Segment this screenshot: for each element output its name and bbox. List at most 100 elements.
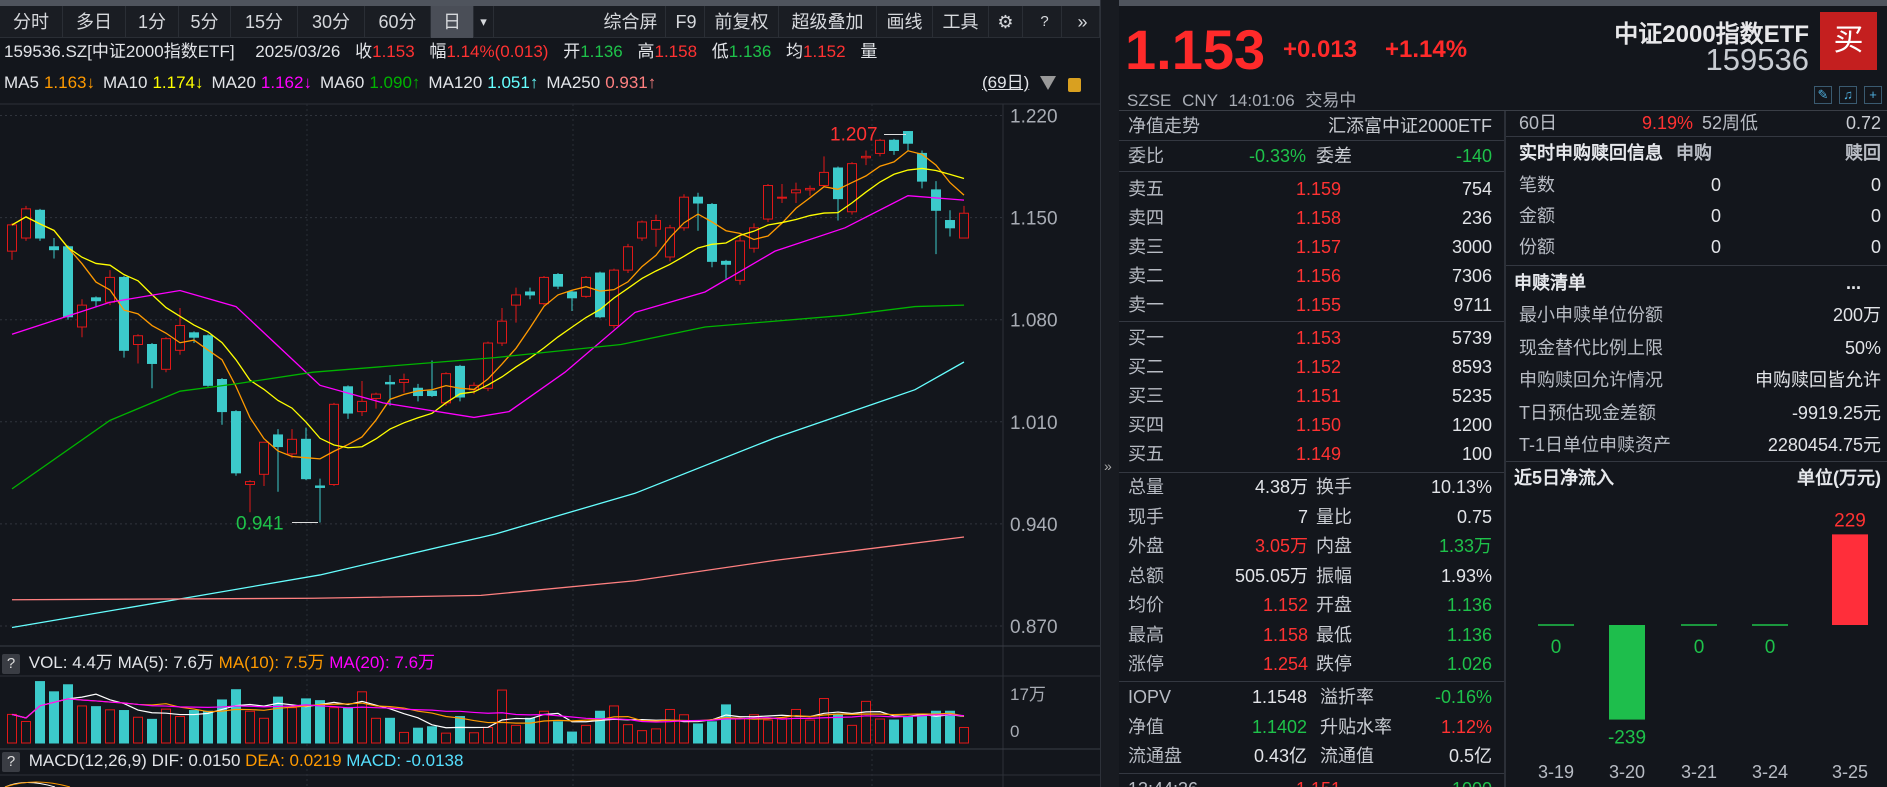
- candle-body: [245, 481, 255, 486]
- bid-ratio-value: -0.33%: [1248, 146, 1306, 166]
- macd-name: MACD(12,26,9): [28, 751, 147, 770]
- collapse-panel-handle[interactable]: »: [1100, 0, 1119, 787]
- tool-button-5[interactable]: 工具: [933, 6, 989, 38]
- volume-bar: [623, 724, 633, 744]
- volume-help-button[interactable]: ?: [2, 654, 20, 674]
- help-icon[interactable]: ?: [1028, 6, 1062, 38]
- period-return: 9.19%: [1641, 113, 1693, 133]
- lock-icon[interactable]: [1068, 78, 1081, 92]
- close-label: 收: [355, 42, 373, 61]
- macd-help-button[interactable]: ?: [2, 752, 20, 772]
- quote-time: 14:01:06: [1228, 91, 1295, 110]
- period-tab-2[interactable]: 1分: [126, 6, 179, 38]
- creation-header-row: 实时申购赎回信息 申购 赎回: [1506, 138, 1887, 168]
- volume-bar: [161, 708, 171, 744]
- ma-value-ma60: 1.090↑: [369, 73, 421, 92]
- buy-button[interactable]: 买: [1820, 12, 1877, 70]
- currency: CNY: [1182, 91, 1218, 110]
- candle-body: [931, 189, 941, 211]
- period-tab-1[interactable]: 多日: [63, 6, 126, 38]
- bid-row: 买二 1.152 8593: [1119, 353, 1504, 381]
- period-tab-6[interactable]: 60分: [365, 6, 431, 38]
- volume-bar: [385, 717, 395, 744]
- volume-bar: [763, 719, 773, 744]
- nav-trend-row[interactable]: 净值走势 汇添富中证2000ETF: [1119, 112, 1504, 140]
- macd-dea-line: [4, 781, 71, 787]
- volume-bar: [357, 691, 367, 744]
- period-dropdown-icon[interactable]: ▾: [474, 6, 494, 38]
- high-label: 高: [637, 42, 655, 61]
- stat-label-2: 换手: [1316, 477, 1352, 497]
- edit-icon[interactable]: ✎: [1814, 86, 1832, 104]
- volume-bar: [399, 731, 409, 744]
- etf-stat-value-2: 1.12%: [1440, 716, 1492, 737]
- trading-status: 交易中: [1305, 91, 1357, 110]
- etf-stat-label-2: 溢折率: [1320, 687, 1374, 707]
- candle-body: [161, 338, 171, 370]
- tick-time: 13:44:36: [1128, 775, 1198, 787]
- collapse-icon[interactable]: »: [1104, 458, 1112, 474]
- volume-bar: [133, 716, 143, 744]
- dropdown-triangle-icon[interactable]: [1040, 76, 1056, 90]
- flow-title: 近5日净流入: [1514, 468, 1615, 488]
- volume-ma20-line: [11, 698, 965, 723]
- y-tick-label: 0.870: [1010, 617, 1058, 638]
- bid-volume: 5739: [1451, 328, 1492, 348]
- bid-price: 1.149: [1296, 444, 1342, 464]
- stat-value-2: 1.33万: [1438, 536, 1492, 556]
- candle-body: [371, 393, 381, 399]
- pcf-more-button[interactable]: ...: [1845, 273, 1861, 293]
- bid-label: 买二: [1128, 357, 1164, 377]
- bid-price: 1.152: [1296, 357, 1342, 377]
- tool-button-4[interactable]: 画线: [877, 6, 933, 38]
- volume-bar: [413, 727, 423, 744]
- period-tab-7[interactable]: 日: [431, 6, 474, 38]
- etf-stat-label-2: 流通值: [1320, 746, 1374, 766]
- volume-bar: [721, 704, 731, 744]
- open-label: 开: [563, 42, 581, 61]
- candle-body: [721, 260, 731, 265]
- ma250-line: [11, 536, 965, 601]
- tool-button-1[interactable]: F9: [668, 6, 705, 38]
- candle-body: [315, 485, 325, 488]
- tool-button-3[interactable]: 超级叠加: [779, 6, 877, 38]
- creation-row: 份额 0 0: [1506, 232, 1887, 262]
- creation-subscribe-value: 0: [1710, 206, 1721, 226]
- candle-body: [679, 196, 689, 229]
- ask-volume: 7306: [1451, 266, 1492, 286]
- volume-bar: [91, 706, 101, 744]
- bid-diff-label: 委差: [1316, 146, 1352, 166]
- days-range-button[interactable]: (69日): [982, 73, 1030, 92]
- period-tab-5[interactable]: 30分: [298, 6, 365, 38]
- add-icon[interactable]: +: [1864, 86, 1882, 104]
- period-tab-4[interactable]: 15分: [231, 6, 298, 38]
- bid-ratio-label: 委比: [1128, 146, 1164, 166]
- candle-body: [637, 221, 647, 239]
- bid-price: 1.153: [1296, 328, 1342, 348]
- candle-body: [693, 196, 703, 204]
- period-tab-0[interactable]: 分时: [0, 6, 63, 38]
- divider: [1119, 171, 1504, 172]
- pcf-value: 50%: [1844, 337, 1881, 358]
- gear-icon[interactable]: ⚙: [989, 6, 1023, 38]
- y-tick-label: 1.220: [1010, 107, 1058, 128]
- period-tab-3[interactable]: 5分: [179, 6, 231, 38]
- flow-bar-label: 0: [1694, 637, 1705, 658]
- period-return-row: 60日 9.19% 52周低 0.72: [1506, 111, 1887, 135]
- stat-row: 现手 7 量比 0.75: [1119, 503, 1504, 531]
- tool-button-0[interactable]: 综合屏: [596, 6, 666, 38]
- flow-date-label: 3-25: [1832, 762, 1868, 782]
- volume-bar: [469, 732, 479, 744]
- divider: [1506, 461, 1887, 462]
- expand-icon[interactable]: »: [1066, 6, 1100, 38]
- etf-stat-label: 流通盘: [1128, 746, 1182, 766]
- ask-row: 卖一 1.155 9711: [1119, 291, 1504, 319]
- ma-label-ma20: MA20: [211, 73, 256, 92]
- week52-low-label: 52周低: [1702, 113, 1759, 133]
- macd-value: MACD: -0.0138: [346, 751, 464, 770]
- kline-chart[interactable]: 1.220 1.150 1.080 1.010 0.940 0.870 17万 0 1.207 0…: [0, 0, 1100, 787]
- alert-bell-icon[interactable]: ♫: [1839, 86, 1857, 104]
- tool-button-2[interactable]: 前复权: [705, 6, 779, 38]
- volume-bar: [77, 705, 87, 744]
- flow-bar-label: 229: [1834, 510, 1866, 531]
